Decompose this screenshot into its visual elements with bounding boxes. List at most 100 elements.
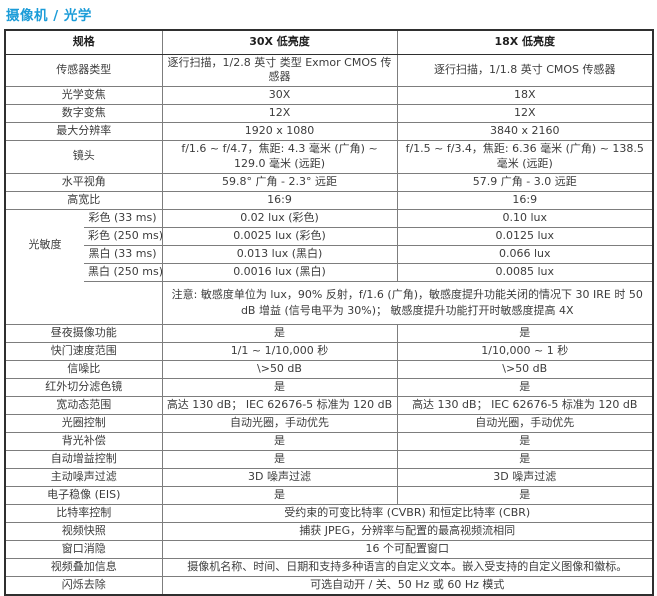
header-spec: 规格 [4, 29, 163, 55]
table-row: 电子稳像 (EIS) 是 是 [4, 485, 654, 505]
table-row: 水平视角 59.8° 广角 - 2.3° 远距 57.9 广角 - 3.0 远距 [4, 172, 654, 192]
spec-cell: 宽动态范围 [4, 395, 163, 415]
span-value-cell: 受约束的可变比特率 (CVBR) 和恒定比特率 (CBR) [161, 503, 654, 523]
sensitivity-row: 黑白 (250 ms) 0.0016 lux (黑白) 0.0085 lux [5, 262, 654, 282]
sensitivity-note-row: 注意: 敏感度单位为 lux，90% 反射，f/1.6 (广角)，敏感度提升功能… [5, 280, 654, 325]
value-18x-cell: f/1.5 ~ f/3.4，焦距: 6.36 毫米 (广角) ~ 138.5 毫… [396, 139, 654, 174]
value-30x-cell: 0.013 lux (黑白) [161, 244, 398, 264]
value-30x-cell: 是 [161, 323, 398, 343]
table-row: 主动噪声过滤 3D 噪声过滤 3D 噪声过滤 [4, 467, 654, 487]
value-18x-cell: 3D 噪声过滤 [396, 467, 654, 487]
value-18x-cell: 1/10,000 ~ 1 秒 [396, 341, 654, 361]
empty-cell [84, 280, 163, 325]
value-30x-cell: 是 [161, 431, 398, 451]
sensitivity-sublabel: 黑白 (33 ms) [84, 244, 163, 264]
spec-cell: 闪烁去除 [4, 575, 163, 596]
value-18x-cell: 12X [396, 103, 654, 123]
value-30x-cell: 是 [161, 485, 398, 505]
spec-cell: 比特率控制 [4, 503, 163, 523]
value-18x-cell: 是 [396, 377, 654, 397]
value-18x-cell: 3840 x 2160 [396, 121, 654, 141]
sensitivity-row: 彩色 (250 ms) 0.0025 lux (彩色) 0.0125 lux [5, 226, 654, 246]
span-row: 闪烁去除 可选自动开 / 关、50 Hz 或 60 Hz 模式 [4, 575, 654, 596]
value-30x-cell: 高达 130 dB； IEC 62676-5 标准为 120 dB [161, 395, 398, 415]
value-18x-cell: 0.10 lux [396, 208, 654, 228]
page-title: 摄像机 / 光学 [6, 8, 92, 24]
value-18x-cell: 18X [396, 85, 654, 105]
header-30x: 30X 低亮度 [161, 29, 398, 55]
table-row: 背光补偿 是 是 [4, 431, 654, 451]
table-row: 镜头 f/1.6 ~ f/4.7，焦距: 4.3 毫米 (广角) ~ 129.0… [4, 139, 654, 174]
value-30x-cell: 30X [161, 85, 398, 105]
spec-cell: 镜头 [4, 139, 163, 174]
value-18x-cell: 0.0085 lux [396, 262, 654, 282]
span-row: 视频快照 捕获 JPEG，分辨率与配置的最高视频流相同 [4, 521, 654, 541]
sensitivity-sublabel: 黑白 (250 ms) [84, 262, 163, 282]
table-row: 光圈控制 自动光圈，手动优先 自动光圈，手动优先 [4, 413, 654, 433]
table-row: 快门速度范围 1/1 ~ 1/10,000 秒 1/10,000 ~ 1 秒 [4, 341, 654, 361]
value-18x-cell: 自动光圈，手动优先 [396, 413, 654, 433]
spec-cell: 昼夜摄像功能 [4, 323, 163, 343]
span-value-cell: 16 个可配置窗口 [161, 539, 654, 559]
value-18x-cell: 0.0125 lux [396, 226, 654, 246]
table-header-row: 规格 30X 低亮度 18X 低亮度 [4, 29, 654, 55]
sensitivity-row: 光敏度 彩色 (33 ms) 0.02 lux (彩色) 0.10 lux [4, 208, 654, 325]
sensitivity-sublabel: 彩色 (33 ms) [84, 208, 163, 228]
value-18x-cell: 16:9 [396, 190, 654, 210]
header-18x: 18X 低亮度 [396, 29, 654, 55]
value-30x-cell: 0.02 lux (彩色) [161, 208, 398, 228]
sensitivity-group-label: 光敏度 [4, 208, 84, 325]
value-18x-cell: 是 [396, 485, 654, 505]
table-row: 高宽比 16:9 16:9 [4, 190, 654, 210]
table-row: 光学变焦 30X 18X [4, 85, 654, 105]
value-30x-cell: 59.8° 广角 - 2.3° 远距 [161, 172, 398, 192]
value-18x-cell: 高达 130 dB； IEC 62676-5 标准为 120 dB [396, 395, 654, 415]
value-18x-cell: 是 [396, 449, 654, 469]
value-30x-cell: 0.0025 lux (彩色) [161, 226, 398, 246]
value-18x-cell: 0.066 lux [396, 244, 654, 264]
spec-cell: 背光补偿 [4, 431, 163, 451]
spec-cell: 主动噪声过滤 [4, 467, 163, 487]
table-row: 信噪比 \>50 dB \>50 dB [4, 359, 654, 379]
span-row: 比特率控制 受约束的可变比特率 (CVBR) 和恒定比特率 (CBR) [4, 503, 654, 523]
value-30x-cell: 16:9 [161, 190, 398, 210]
value-18x-cell: \>50 dB [396, 359, 654, 379]
table-row: 自动增益控制 是 是 [4, 449, 654, 469]
table-row: 最大分辨率 1920 x 1080 3840 x 2160 [4, 121, 654, 141]
table-row: 昼夜摄像功能 是 是 [4, 323, 654, 343]
value-18x-cell: 逐行扫描，1/1.8 英寸 CMOS 传感器 [396, 54, 654, 87]
value-18x-cell: 是 [396, 323, 654, 343]
value-30x-cell: 3D 噪声过滤 [161, 467, 398, 487]
spec-cell: 红外切分滤色镜 [4, 377, 163, 397]
value-30x-cell: 1920 x 1080 [161, 121, 398, 141]
spec-cell: 最大分辨率 [4, 121, 163, 141]
spec-cell: 水平视角 [4, 172, 163, 192]
table-row: 数字变焦 12X 12X [4, 103, 654, 123]
spec-cell: 电子稳像 (EIS) [4, 485, 163, 505]
value-30x-cell: 是 [161, 449, 398, 469]
spec-cell: 窗口消隐 [4, 539, 163, 559]
span-value-cell: 可选自动开 / 关、50 Hz 或 60 Hz 模式 [161, 575, 654, 596]
value-30x-cell: f/1.6 ~ f/4.7，焦距: 4.3 毫米 (广角) ~ 129.0 毫米… [161, 139, 398, 174]
sensitivity-note: 注意: 敏感度单位为 lux，90% 反射，f/1.6 (广角)，敏感度提升功能… [161, 280, 654, 325]
spec-cell: 数字变焦 [4, 103, 163, 123]
value-18x-cell: 57.9 广角 - 3.0 远距 [396, 172, 654, 192]
table-row: 红外切分滤色镜 是 是 [4, 377, 654, 397]
value-30x-cell: \>50 dB [161, 359, 398, 379]
value-18x-cell: 是 [396, 431, 654, 451]
sensitivity-row: 黑白 (33 ms) 0.013 lux (黑白) 0.066 lux [5, 244, 654, 264]
spec-cell: 光圈控制 [4, 413, 163, 433]
spec-cell: 传感器类型 [4, 54, 163, 87]
span-value-cell: 捕获 JPEG，分辨率与配置的最高视频流相同 [161, 521, 654, 541]
value-30x-cell: 是 [161, 377, 398, 397]
table-row: 传感器类型 逐行扫描，1/2.8 英寸 类型 Exmor CMOS 传感器 逐行… [4, 54, 654, 87]
spec-table: 规格 30X 低亮度 18X 低亮度 传感器类型 逐行扫描，1/2.8 英寸 类… [4, 29, 654, 596]
value-30x-cell: 自动光圈，手动优先 [161, 413, 398, 433]
span-row: 窗口消隐 16 个可配置窗口 [4, 539, 654, 559]
spec-cell: 视频快照 [4, 521, 163, 541]
value-30x-cell: 逐行扫描，1/2.8 英寸 类型 Exmor CMOS 传感器 [161, 54, 398, 87]
spec-cell: 高宽比 [4, 190, 163, 210]
sensitivity-sublabel: 彩色 (250 ms) [84, 226, 163, 246]
spec-cell: 信噪比 [4, 359, 163, 379]
